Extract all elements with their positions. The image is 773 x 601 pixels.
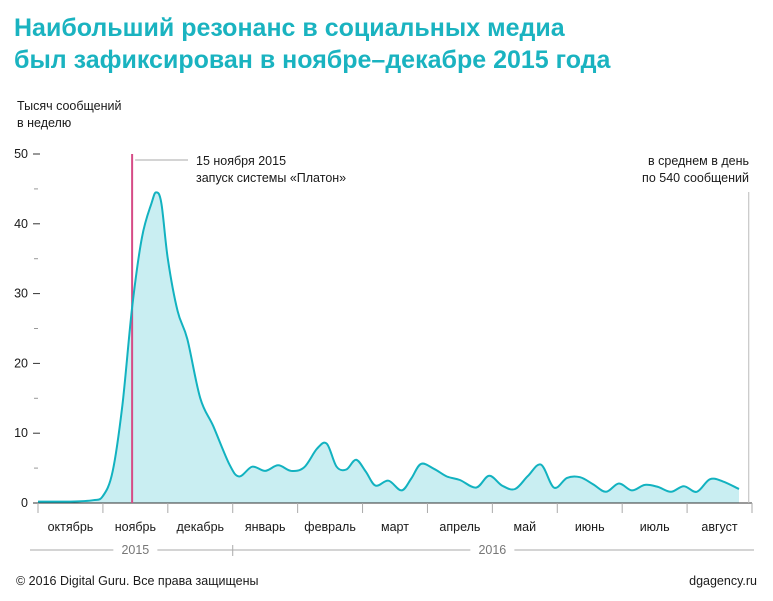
x-tick-label: июль xyxy=(640,520,670,534)
title-line-1: Наибольший резонанс в социальных медиа xyxy=(14,14,565,42)
x-tick-label: ноябрь xyxy=(115,520,156,534)
year-label: 2016 xyxy=(478,543,506,557)
x-tick-label: март xyxy=(381,520,409,534)
x-tick-label: декабрь xyxy=(176,520,224,534)
site-link[interactable]: dgagency.ru xyxy=(689,574,757,588)
x-tick-label: октябрь xyxy=(48,520,94,534)
x-tick-label: февраль xyxy=(304,520,356,534)
y-tick-label: 40 xyxy=(14,217,28,231)
y-tick-label: 30 xyxy=(14,287,28,301)
y-axis-label: Тысяч сообщений в неделю xyxy=(17,98,122,132)
title-line-2: был зафиксирован в ноябре–декабре 2015 г… xyxy=(14,46,611,74)
series-line xyxy=(37,191,740,503)
x-tick-label: август xyxy=(701,520,738,534)
x-tick-label: январь xyxy=(245,520,286,534)
x-tick-label: апрель xyxy=(439,520,480,534)
year-label: 2015 xyxy=(121,543,149,557)
y-tick-label: 50 xyxy=(14,147,28,161)
x-tick-label: июнь xyxy=(575,520,605,534)
y-tick-label: 10 xyxy=(14,426,28,440)
y-tick-label: 0 xyxy=(21,496,28,510)
chart-title: Наибольший резонанс в социальных медиа б… xyxy=(14,12,734,76)
annotation-launch-line-1: 15 ноября 2015 xyxy=(196,154,286,168)
y-tick-label: 20 xyxy=(14,356,28,370)
series-area-fill xyxy=(38,192,739,503)
y-axis-label-line-1: Тысяч сообщений xyxy=(17,99,122,113)
annotation-average-line-2: по 540 сообщений xyxy=(642,171,749,185)
y-axis-label-line-2: в неделю xyxy=(17,116,72,130)
annotation-average-line-1: в среднем в день xyxy=(648,154,749,168)
annotation-launch-line-2: запуск системы «Платон» xyxy=(196,171,346,185)
copyright-text: © 2016 Digital Guru. Все права защищены xyxy=(16,574,259,588)
x-tick-label: май xyxy=(514,520,537,534)
